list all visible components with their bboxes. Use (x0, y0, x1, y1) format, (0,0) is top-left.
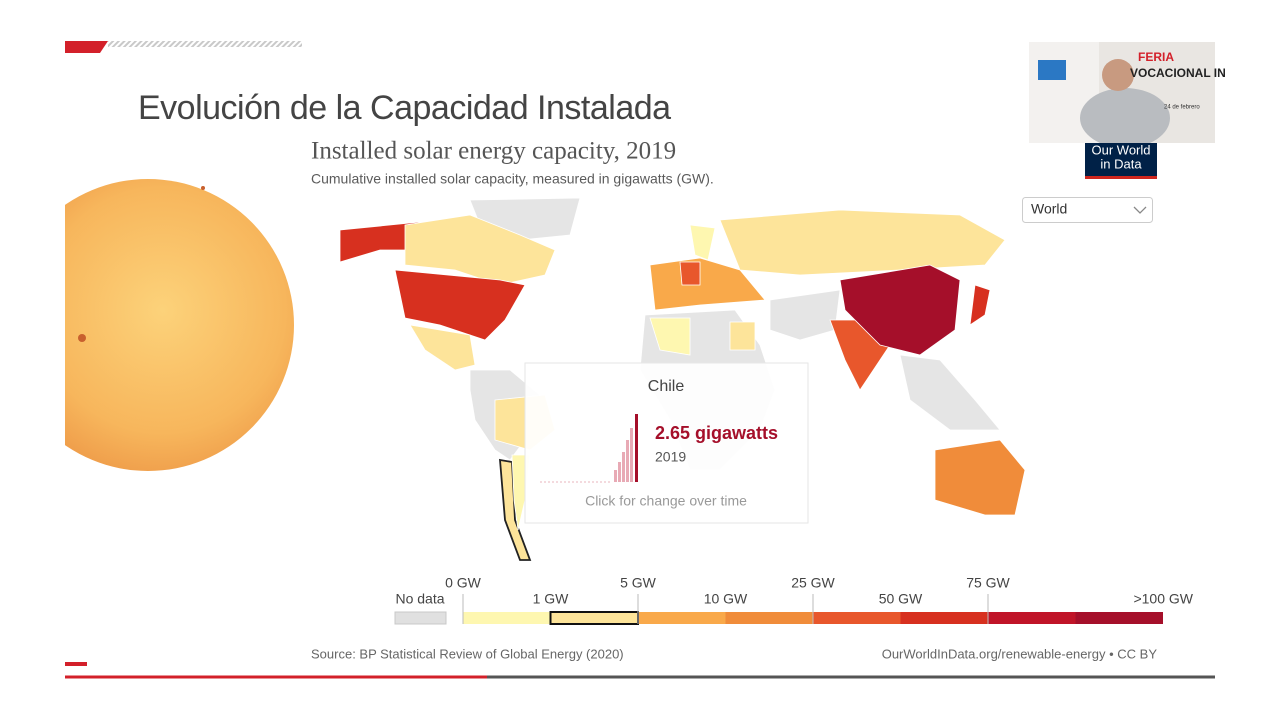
southeast-asia (899, 354, 1001, 431)
region-dropdown[interactable] (1022, 197, 1153, 223)
legend-label: 50 GW (879, 591, 923, 607)
webcam-banner: VOCACIONAL IN (1130, 66, 1226, 80)
logo-text: Our World (1092, 142, 1151, 157)
webcam-date: 24 de febrero (1164, 105, 1200, 111)
chart-title: Installed solar energy capacity, 2019 (311, 138, 676, 165)
webcam-person-head (1102, 59, 1134, 91)
legend: No data 0 GW 5 GW 25 GW 75 GW 1 GW 10 GW 50 GW… (394, 575, 1194, 625)
legend-bin (725, 612, 813, 624)
bottom-mark (65, 662, 87, 666)
japan (969, 284, 991, 326)
legend-bin (900, 612, 988, 624)
webcam-illustration (1038, 60, 1066, 80)
legend-label: 1 GW (533, 591, 570, 607)
tooltip (524, 362, 809, 524)
usa (394, 269, 526, 341)
canada (404, 214, 556, 286)
legend-label: >100 GW (1133, 591, 1193, 607)
tooltip-country: Chile (648, 378, 685, 395)
hatch-stripe (108, 41, 302, 47)
alaska (339, 221, 421, 263)
chart-subtitle: Cumulative installed solar capacity, mea… (311, 171, 714, 187)
russia (719, 209, 1006, 276)
legend-label: 0 GW (445, 575, 482, 591)
europe (649, 257, 766, 311)
region-dropdown-label: World (1031, 201, 1067, 217)
australia (934, 439, 1026, 516)
tooltip-value: 2.65 gigawatts (655, 423, 778, 443)
logo-text: in Data (1100, 156, 1142, 171)
legend-label: 25 GW (791, 575, 835, 591)
tooltip-hint: Click for change over time (585, 493, 747, 509)
sun-image (65, 179, 294, 471)
mexico (409, 324, 476, 371)
legend-bin (1075, 612, 1163, 624)
legend-label: 10 GW (704, 591, 748, 607)
logo-underline (1085, 176, 1157, 179)
source: Source: BP Statistical Review of Global … (311, 646, 624, 661)
dropdown-arrow (1133, 206, 1147, 214)
url: OurWorldInData.org/renewable-energy • CC… (882, 646, 1158, 661)
no-data-label: No data (395, 591, 444, 607)
china (839, 264, 961, 356)
algeria (649, 317, 691, 356)
legend-label: 75 GW (966, 575, 1010, 591)
webcam-person (1080, 88, 1170, 148)
tooltip-year: 2019 (655, 449, 686, 465)
logo (1085, 143, 1157, 179)
legend-bin (988, 612, 1076, 624)
legend-bin (638, 612, 726, 624)
sunspot (78, 334, 86, 342)
legend-label: 5 GW (620, 575, 657, 591)
top-stripe (65, 41, 108, 53)
legend-bin (813, 612, 901, 624)
germany (679, 261, 701, 286)
legend-bin (550, 612, 638, 624)
slide-title: Evolución de la Capacidad Instalada (138, 89, 671, 127)
middle-east (769, 289, 841, 341)
webcam-banner: FERIA (1138, 50, 1174, 64)
scandinavia (689, 224, 716, 261)
tooltip-sparkline (540, 414, 638, 483)
sunspot (201, 186, 205, 190)
legend-bin (463, 612, 551, 624)
egypt (729, 321, 756, 351)
no-data-swatch (394, 611, 447, 625)
